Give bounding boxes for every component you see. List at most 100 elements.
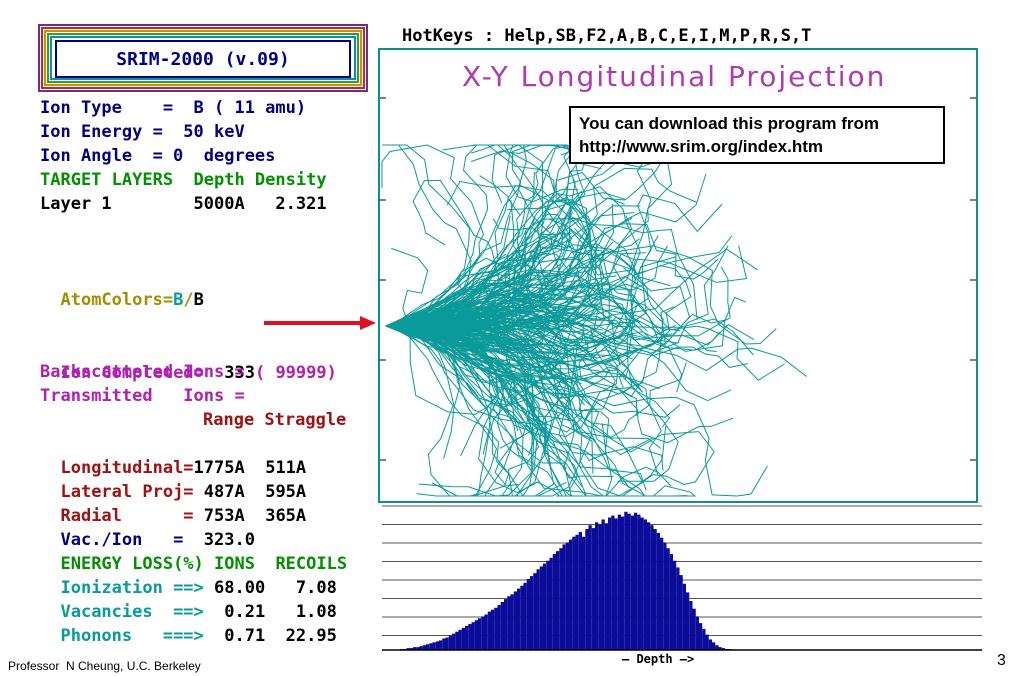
hist-bar [578, 531, 582, 650]
footer-credit: Professor N Cheung, U.C. Berkeley [8, 659, 201, 673]
hist-bar [569, 539, 573, 650]
backscattered-ions: Backscattered Ions = [40, 362, 245, 382]
hist-bar [588, 525, 592, 650]
layer-1-row: Layer 1 5000A 2.321 [40, 194, 327, 214]
ion-angle: Ion Angle = 0 degrees [40, 146, 276, 166]
hist-bar [523, 582, 527, 650]
hist-bar [718, 647, 722, 650]
result-label: Longitudinal= [60, 458, 194, 478]
hist-bar [448, 635, 452, 650]
hist-bar [572, 536, 576, 650]
hist-bar [533, 573, 537, 650]
ion-completed: Ion Completed= 333( 99999) [40, 337, 336, 385]
ion-track [385, 320, 562, 342]
hist-bar [559, 548, 563, 650]
hist-bar [406, 648, 410, 650]
ion-track [385, 318, 570, 497]
hist-bar [504, 599, 508, 650]
hist-bar [624, 511, 628, 650]
ion-track [385, 325, 530, 406]
transmitted-ions: Transmitted Ions = [40, 386, 245, 406]
download-note-line1: You can download this program from [579, 114, 880, 133]
range-straggle-header: Range Straggle [203, 410, 347, 430]
hist-bar [679, 575, 683, 650]
result-range: 1775A [193, 458, 245, 478]
result-label: Lateral Proj= [60, 482, 194, 502]
ion-track [385, 307, 681, 341]
result-straggle: 365A [244, 506, 307, 526]
hist-bar [539, 566, 543, 650]
hist-bar [526, 578, 530, 650]
ion-tracks [380, 97, 976, 497]
ion-track [385, 275, 530, 327]
atom-color-b-teal: B [173, 290, 184, 310]
hist-bar [676, 567, 680, 650]
hist-bar [429, 643, 433, 650]
hist-bar [643, 519, 647, 650]
hist-bar [621, 516, 625, 650]
hist-bar [650, 525, 654, 650]
ion-track [385, 218, 597, 336]
energy-loss-header: ENERGY LOSS(%) IONS RECOILS [40, 528, 347, 576]
ion-track [385, 144, 609, 327]
ion-track [385, 325, 547, 497]
ion-track [385, 295, 754, 356]
vac-per-ion-label: Vac./Ion = [60, 530, 184, 550]
ion-track [385, 325, 535, 497]
hist-bar [608, 517, 612, 650]
target-layers-header: TARGET LAYERS Depth Density [40, 170, 327, 190]
hist-bar [640, 517, 644, 650]
ion-track [385, 325, 570, 367]
depth-axis-label: — Depth —> [622, 652, 695, 666]
ion-track [385, 301, 612, 327]
energy-loss-ions: 0.71 [203, 626, 266, 646]
hist-bar [595, 522, 599, 650]
hist-bar [543, 563, 547, 650]
hist-bar [705, 634, 709, 650]
hist-bar [565, 542, 569, 650]
hist-bar [513, 591, 517, 650]
ion-track [385, 217, 640, 327]
ion-track [385, 288, 727, 336]
atom-colors: AtomColors=B/B [40, 264, 203, 312]
ion-track [385, 144, 580, 327]
hist-bar [653, 529, 657, 650]
ion-track [385, 325, 631, 489]
energy-loss-recoils-col: RECOILS [254, 554, 348, 574]
hist-bar [530, 576, 534, 650]
result-label: Radial = [60, 506, 194, 526]
hist-bar [601, 519, 605, 650]
hist-bar [611, 515, 615, 650]
energy-loss-ions: 68.00 [203, 578, 266, 598]
ion-track [385, 325, 542, 345]
energy-loss-label: Phonons ===> [60, 626, 204, 646]
result-straggle: 595A [244, 482, 307, 502]
result-range: 487A [193, 482, 245, 502]
depth-histogram [382, 505, 982, 651]
hist-bar [507, 596, 511, 650]
hist-bar [419, 646, 423, 650]
hist-bar [647, 522, 651, 650]
ion-track [385, 278, 644, 388]
hist-bar [426, 644, 430, 650]
hist-bar [452, 633, 456, 650]
energy-loss-recoils: 7.08 [265, 578, 337, 598]
hist-bar [637, 514, 641, 650]
ion-track [385, 144, 472, 327]
result-longitudinal: Longitudinal=1775A 511A [40, 432, 306, 480]
ion-track [385, 294, 576, 390]
hist-bar [497, 604, 501, 650]
hist-bar [439, 640, 443, 650]
energy-loss-ions-col: IONS [203, 554, 255, 574]
hist-bar [656, 532, 660, 650]
ion-track [385, 215, 536, 327]
hist-bar [663, 542, 667, 650]
ion-track [385, 144, 592, 327]
hist-bar [591, 528, 595, 650]
energy-loss-label: Ionization ==> [60, 578, 204, 598]
title-frame [38, 24, 368, 92]
ion-track [385, 244, 748, 343]
hist-bar [409, 648, 413, 650]
energy-loss-ionization: Ionization ==> 68.00 7.08 [40, 552, 337, 600]
hist-bar [461, 627, 465, 650]
